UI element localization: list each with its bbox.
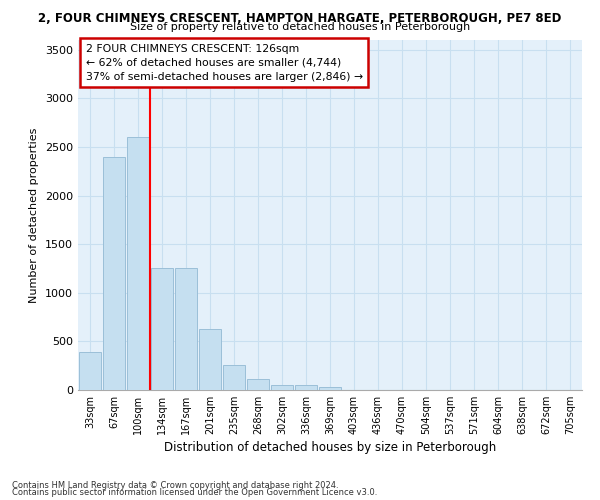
Bar [319,387,341,390]
Bar [223,364,245,390]
X-axis label: Distribution of detached houses by size in Peterborough: Distribution of detached houses by size … [164,441,496,454]
Bar [295,385,317,390]
Text: 2 FOUR CHIMNEYS CRESCENT: 126sqm
← 62% of detached houses are smaller (4,744)
37: 2 FOUR CHIMNEYS CRESCENT: 126sqm ← 62% o… [86,44,362,82]
Bar [103,156,125,390]
Text: Contains public sector information licensed under the Open Government Licence v3: Contains public sector information licen… [12,488,377,497]
Bar [127,137,149,390]
Bar [271,384,293,390]
Text: 2, FOUR CHIMNEYS CRESCENT, HAMPTON HARGATE, PETERBOROUGH, PE7 8ED: 2, FOUR CHIMNEYS CRESCENT, HAMPTON HARGA… [38,12,562,26]
Bar [151,268,173,390]
Bar [199,329,221,390]
Bar [79,352,101,390]
Bar [175,268,197,390]
Y-axis label: Number of detached properties: Number of detached properties [29,128,40,302]
Bar [247,380,269,390]
Text: Size of property relative to detached houses in Peterborough: Size of property relative to detached ho… [130,22,470,32]
Text: Contains HM Land Registry data © Crown copyright and database right 2024.: Contains HM Land Registry data © Crown c… [12,480,338,490]
